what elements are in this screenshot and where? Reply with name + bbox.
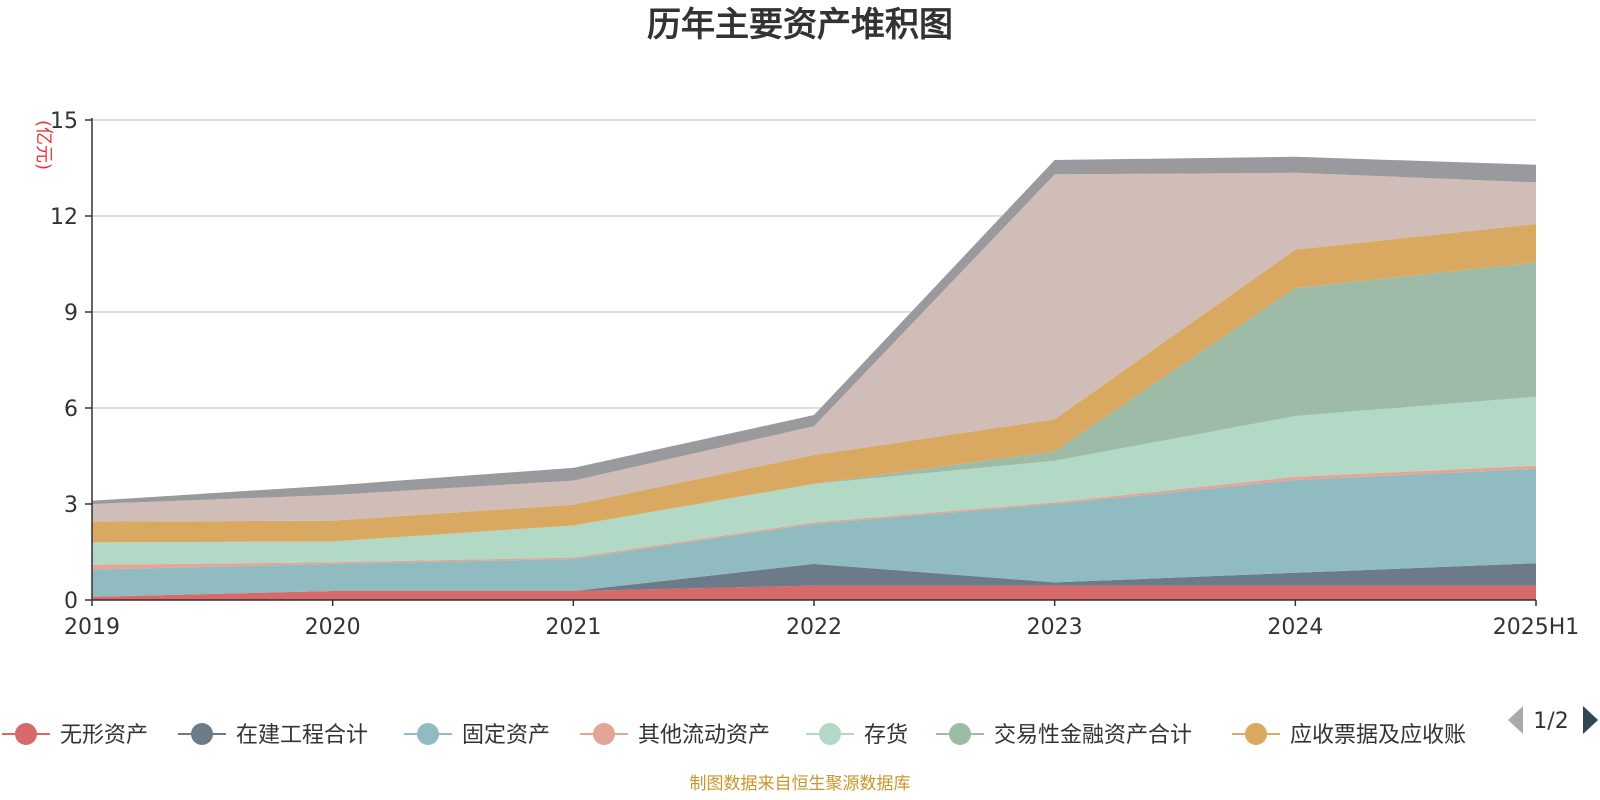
legend-item[interactable]: 交易性金融资产合计 (936, 723, 1192, 748)
next-page-icon[interactable] (1583, 706, 1598, 734)
legend-label: 存货 (864, 723, 908, 748)
prev-page-icon[interactable] (1508, 706, 1523, 734)
area-series (92, 156, 1536, 600)
x-tick-label: 2024 (1267, 615, 1323, 640)
y-tick-label: 0 (64, 589, 78, 614)
area-series-7 (92, 172, 1536, 522)
x-tick-label: 2019 (64, 615, 120, 640)
axes: 0 3 6 9 12 15 2019 2020 2021 2022 2023 2024 2025H1 (50, 109, 1579, 640)
y-tick-label: 12 (50, 205, 78, 230)
chart-title: 历年主要资产堆积图 (647, 5, 953, 45)
legend-pager: 1/2 (1508, 706, 1598, 734)
legend-label: 在建工程合计 (236, 723, 368, 748)
legend-item[interactable]: 应收票据及应收账 (1232, 723, 1466, 748)
source-note: 制图数据来自恒生聚源数据库 (690, 774, 911, 794)
legend-label: 其他流动资产 (638, 723, 770, 748)
legend-item[interactable]: 在建工程合计 (178, 723, 368, 748)
legend-label: 应收票据及应收账 (1290, 723, 1466, 748)
y-tick-label: 6 (64, 397, 78, 422)
area-series-1 (92, 563, 1536, 597)
legend-item[interactable]: 其他流动资产 (580, 723, 770, 748)
legend-marker (15, 723, 37, 745)
x-tick-label: 2022 (786, 615, 842, 640)
area-series-2 (92, 468, 1536, 597)
y-tick-label: 15 (50, 109, 78, 134)
legend-marker (1245, 723, 1267, 745)
y-tick-label: 3 (64, 493, 78, 518)
legend-marker (191, 723, 213, 745)
legend-label: 无形资产 (60, 723, 148, 748)
legend-label: 固定资产 (462, 723, 550, 748)
x-tick-label: 2025H1 (1493, 615, 1580, 640)
legend-item[interactable]: 存货 (806, 723, 908, 748)
legend-marker (949, 723, 971, 745)
x-tick-label: 2020 (305, 615, 361, 640)
x-tick-label: 2021 (545, 615, 601, 640)
x-tick-label: 2023 (1027, 615, 1083, 640)
legend-marker (417, 723, 439, 745)
legend-item[interactable]: 无形资产 (2, 723, 148, 748)
area-series-6 (92, 224, 1536, 543)
legend-item[interactable]: 固定资产 (404, 723, 550, 748)
area-series-5 (92, 262, 1536, 543)
legend-marker (819, 723, 841, 745)
area-series-3 (92, 465, 1536, 570)
legend-label: 交易性金融资产合计 (994, 723, 1192, 748)
y-axis-unit: (亿元) (33, 120, 54, 170)
y-tick-label: 9 (64, 301, 78, 326)
legend-page-indicator: 1/2 (1533, 709, 1568, 734)
area-series-4 (92, 396, 1536, 565)
legend: 无形资产 在建工程合计 固定资产 其他流动资产 存货 交易性金融资产合计 应收票据及应收账 (2, 723, 1466, 748)
legend-marker (593, 723, 615, 745)
area-series-0 (92, 585, 1536, 600)
